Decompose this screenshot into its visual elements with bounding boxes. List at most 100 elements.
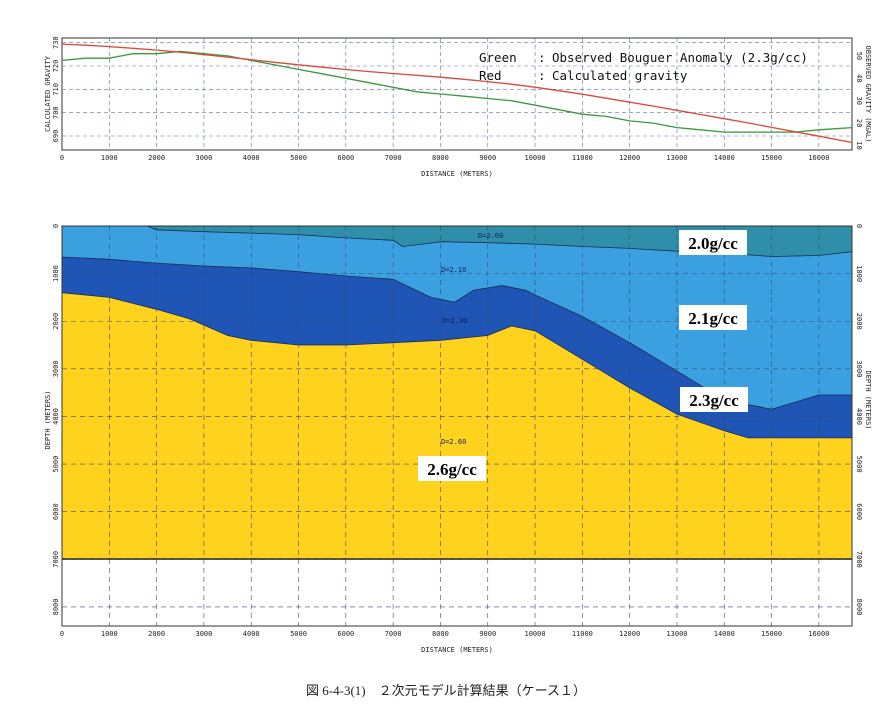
density-model-chart: 0 1000 2000 3000 4000 5000 6000 7000 8000 9000 100… bbox=[44, 224, 872, 654]
svg-text:2.3g/cc: 2.3g/cc bbox=[689, 391, 739, 410]
layer-box-2-6: 2.6g/cc bbox=[418, 456, 486, 481]
model-x-tick-label: 16000 bbox=[808, 630, 829, 638]
gravity-right-tick-label: 10 bbox=[855, 141, 863, 149]
legend-label-red: Red bbox=[479, 68, 502, 83]
model-x-tick-label: 8000 bbox=[432, 630, 449, 638]
model-left-tick-label: 7000 bbox=[52, 551, 60, 568]
gravity-x-ticks: 0 1000 2000 3000 4000 5000 6000 7000 8000 9000 100… bbox=[60, 154, 830, 162]
gravity-right-tick-label: 50 bbox=[855, 52, 863, 60]
gravity-left-axis-label: CALCULATED GRAVITY bbox=[44, 55, 52, 132]
model-x-tick-label: 14000 bbox=[714, 630, 735, 638]
svg-text:2.0g/cc: 2.0g/cc bbox=[688, 234, 738, 253]
model-right-tick-label: 2000 bbox=[855, 313, 863, 330]
model-right-tick-label: 8000 bbox=[855, 599, 863, 616]
gravity-left-tick-label: 690 bbox=[52, 130, 60, 143]
model-x-tick-label: 15000 bbox=[761, 630, 782, 638]
model-left-tick-label: 3000 bbox=[52, 360, 60, 377]
model-left-tick-label: 8000 bbox=[52, 599, 60, 616]
gravity-x-tick-label: 15000 bbox=[761, 154, 782, 162]
model-left-tick-label: 1000 bbox=[52, 265, 60, 282]
model-left-tick-label: 0 bbox=[52, 224, 60, 228]
gravity-left-tick-label: 710 bbox=[52, 83, 60, 96]
figure-caption: 図 6-4-3(1) ２次元モデル計算結果（ケース１） bbox=[306, 683, 586, 698]
gravity-x-tick-label: 10000 bbox=[525, 154, 546, 162]
legend-label-green: Green bbox=[479, 50, 517, 65]
gravity-right-tick-label: 20 bbox=[855, 119, 863, 127]
gravity-x-axis-label: DISTANCE (METERS) bbox=[421, 170, 493, 178]
calculated-gravity-line bbox=[61, 43, 853, 144]
model-left-tick-label: 2000 bbox=[52, 313, 60, 330]
legend-text-red: Calculated gravity bbox=[552, 68, 688, 83]
model-right-tick-label: 1000 bbox=[855, 265, 863, 282]
model-x-tick-label: 3000 bbox=[195, 630, 212, 638]
gravity-x-tick-label: 4000 bbox=[243, 154, 260, 162]
svg-text:2.1g/cc: 2.1g/cc bbox=[688, 309, 738, 328]
model-frame bbox=[61, 225, 853, 627]
observed-gravity-line bbox=[61, 50, 853, 133]
model-x-tick-label: 1000 bbox=[101, 630, 118, 638]
model-x-tick-label: 4000 bbox=[243, 630, 260, 638]
model-left-tick-label: 4000 bbox=[52, 408, 60, 425]
model-x-tick-label: 5000 bbox=[290, 630, 307, 638]
model-x-tick-label: 11000 bbox=[572, 630, 593, 638]
contour-label-2-60: D=2.60 bbox=[441, 438, 466, 446]
gravity-right-axis-label: OBSERVED GRAVITY (MGAL) bbox=[864, 46, 872, 143]
model-right-tick-label: 0 bbox=[855, 224, 863, 228]
contour-label-2-10: D=2.10 bbox=[441, 266, 466, 274]
model-x-tick-label: 6000 bbox=[337, 630, 354, 638]
layer-box-2-0: 2.0g/cc bbox=[679, 230, 747, 255]
gravity-right-tick-label: 40 bbox=[855, 74, 863, 82]
gravity-left-tick-label: 730 bbox=[52, 36, 60, 49]
gravity-x-tick-label: 16000 bbox=[808, 154, 829, 162]
gravity-x-tick-label: 0 bbox=[60, 154, 64, 162]
gravity-x-tick-label: 12000 bbox=[619, 154, 640, 162]
layer-box-2-1: 2.1g/cc bbox=[679, 305, 747, 330]
gravity-x-tick-label: 9000 bbox=[479, 154, 496, 162]
model-x-tick-label: 2000 bbox=[148, 630, 165, 638]
model-right-tick-label: 7000 bbox=[855, 551, 863, 568]
model-x-ticks: 0 1000 2000 3000 4000 5000 6000 7000 8000 9000 100… bbox=[60, 630, 830, 638]
model-right-tick-label: 5000 bbox=[855, 456, 863, 473]
model-x-tick-label: 13000 bbox=[666, 630, 687, 638]
model-left-axis-label: DEPTH (METERS) bbox=[44, 390, 52, 449]
gravity-x-tick-label: 11000 bbox=[572, 154, 593, 162]
gravity-x-tick-label: 13000 bbox=[666, 154, 687, 162]
gravity-x-tick-label: 8000 bbox=[432, 154, 449, 162]
model-x-tick-label: 9000 bbox=[479, 630, 496, 638]
layer-box-2-3: 2.3g/cc bbox=[680, 387, 748, 412]
model-x-tick-label: 10000 bbox=[525, 630, 546, 638]
gravity-x-tick-label: 2000 bbox=[148, 154, 165, 162]
model-left-tick-label: 6000 bbox=[52, 503, 60, 520]
layer-2-1-fill bbox=[62, 226, 852, 410]
model-right-axis-label: DEPTH (METERS) bbox=[864, 370, 872, 429]
gravity-chart: 0 1000 2000 3000 4000 5000 6000 7000 8000 9000 100… bbox=[44, 36, 872, 178]
model-right-tick-label: 4000 bbox=[855, 408, 863, 425]
gravity-x-tick-label: 6000 bbox=[337, 154, 354, 162]
gravity-x-tick-label: 7000 bbox=[385, 154, 402, 162]
gravity-left-ticks: 690 700 710 720 730 bbox=[52, 36, 60, 142]
model-right-tick-label: 3000 bbox=[855, 360, 863, 377]
legend-text-green: Observed Bouguer Anomaly (2.3g/cc) bbox=[552, 50, 808, 65]
gravity-x-tick-label: 3000 bbox=[195, 154, 212, 162]
gravity-series bbox=[61, 43, 853, 144]
contour-label-2-00: D=2.00 bbox=[478, 232, 503, 240]
model-x-axis-label: DISTANCE (METERS) bbox=[421, 646, 493, 654]
model-x-tick-label: 7000 bbox=[385, 630, 402, 638]
gravity-left-tick-label: 700 bbox=[52, 106, 60, 119]
model-left-tick-label: 5000 bbox=[52, 456, 60, 473]
gravity-x-tick-label: 5000 bbox=[290, 154, 307, 162]
legend-sep-green: : bbox=[538, 50, 546, 65]
gravity-left-tick-label: 720 bbox=[52, 60, 60, 73]
model-x-tick-label: 0 bbox=[60, 630, 64, 638]
model-right-ticks: 0 1000 2000 3000 4000 5000 6000 7000 8000 bbox=[855, 224, 863, 615]
svg-text:2.6g/cc: 2.6g/cc bbox=[427, 460, 477, 479]
gravity-x-tick-label: 14000 bbox=[714, 154, 735, 162]
gravity-right-tick-label: 30 bbox=[855, 97, 863, 105]
layer-2-0-fill bbox=[147, 226, 853, 257]
model-left-ticks: 0 1000 2000 3000 4000 5000 6000 7000 8000 bbox=[52, 224, 60, 615]
legend-sep-red: : bbox=[538, 68, 546, 83]
gravity-x-tick-label: 1000 bbox=[101, 154, 118, 162]
gravity-legend: Green : Observed Bouguer Anomaly (2.3g/c… bbox=[479, 50, 808, 83]
gravity-right-ticks: 10 20 30 40 50 bbox=[855, 52, 863, 150]
